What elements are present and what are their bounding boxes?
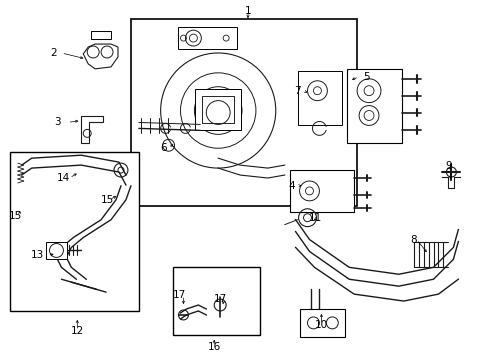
Bar bbox=[172, 267, 260, 335]
Text: 8: 8 bbox=[411, 234, 417, 244]
Bar bbox=[46, 242, 68, 260]
Text: 1: 1 bbox=[245, 6, 251, 16]
Bar bbox=[131, 19, 357, 206]
Bar bbox=[290, 170, 354, 212]
Text: 17: 17 bbox=[173, 290, 186, 300]
Text: 16: 16 bbox=[208, 342, 221, 352]
Bar bbox=[347, 69, 402, 143]
Text: 3: 3 bbox=[54, 117, 61, 127]
Text: 2: 2 bbox=[50, 48, 57, 58]
Bar bbox=[10, 152, 139, 311]
Bar bbox=[196, 89, 241, 130]
Bar bbox=[299, 309, 345, 337]
Text: 17: 17 bbox=[214, 294, 227, 304]
Text: 5: 5 bbox=[363, 72, 369, 82]
Text: 10: 10 bbox=[315, 320, 328, 330]
Bar bbox=[91, 31, 111, 39]
Bar bbox=[177, 27, 237, 49]
Text: 7: 7 bbox=[294, 86, 301, 96]
Text: 13: 13 bbox=[31, 251, 44, 260]
Text: 9: 9 bbox=[445, 161, 452, 171]
Text: 11: 11 bbox=[309, 213, 322, 223]
Text: 15: 15 bbox=[9, 211, 23, 221]
Bar bbox=[297, 71, 342, 125]
Bar bbox=[202, 96, 234, 123]
Text: 12: 12 bbox=[71, 326, 84, 336]
Text: 4: 4 bbox=[288, 181, 295, 191]
Text: 14: 14 bbox=[57, 173, 70, 183]
Text: 6: 6 bbox=[160, 143, 167, 153]
Text: 15: 15 bbox=[100, 195, 114, 205]
